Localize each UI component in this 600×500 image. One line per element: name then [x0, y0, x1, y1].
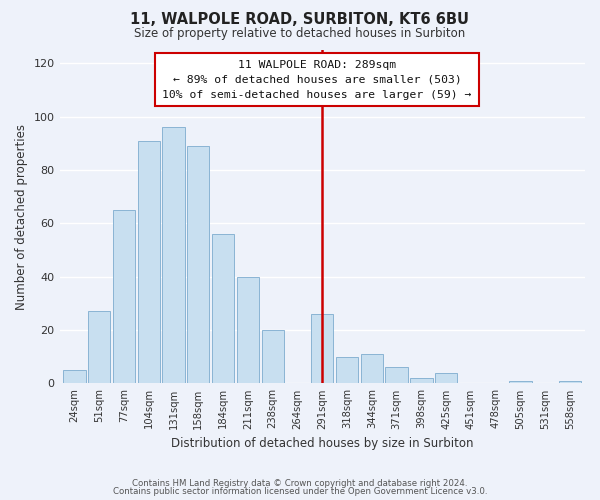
Bar — [212, 234, 234, 384]
Bar — [237, 276, 259, 384]
Bar — [410, 378, 433, 384]
Bar — [137, 140, 160, 384]
Bar — [163, 128, 185, 384]
Text: 11 WALPOLE ROAD: 289sqm
← 89% of detached houses are smaller (503)
10% of semi-d: 11 WALPOLE ROAD: 289sqm ← 89% of detache… — [163, 60, 472, 100]
Bar — [88, 312, 110, 384]
Bar — [361, 354, 383, 384]
Bar — [559, 381, 581, 384]
Bar — [385, 368, 408, 384]
X-axis label: Distribution of detached houses by size in Surbiton: Distribution of detached houses by size … — [171, 437, 473, 450]
Text: Contains HM Land Registry data © Crown copyright and database right 2024.: Contains HM Land Registry data © Crown c… — [132, 478, 468, 488]
Bar — [435, 373, 457, 384]
Text: Size of property relative to detached houses in Surbiton: Size of property relative to detached ho… — [134, 28, 466, 40]
Y-axis label: Number of detached properties: Number of detached properties — [15, 124, 28, 310]
Bar — [311, 314, 334, 384]
Text: Contains public sector information licensed under the Open Government Licence v3: Contains public sector information licen… — [113, 487, 487, 496]
Bar — [113, 210, 135, 384]
Bar — [187, 146, 209, 384]
Bar — [63, 370, 86, 384]
Bar — [336, 357, 358, 384]
Bar — [262, 330, 284, 384]
Bar — [509, 381, 532, 384]
Text: 11, WALPOLE ROAD, SURBITON, KT6 6BU: 11, WALPOLE ROAD, SURBITON, KT6 6BU — [131, 12, 470, 28]
